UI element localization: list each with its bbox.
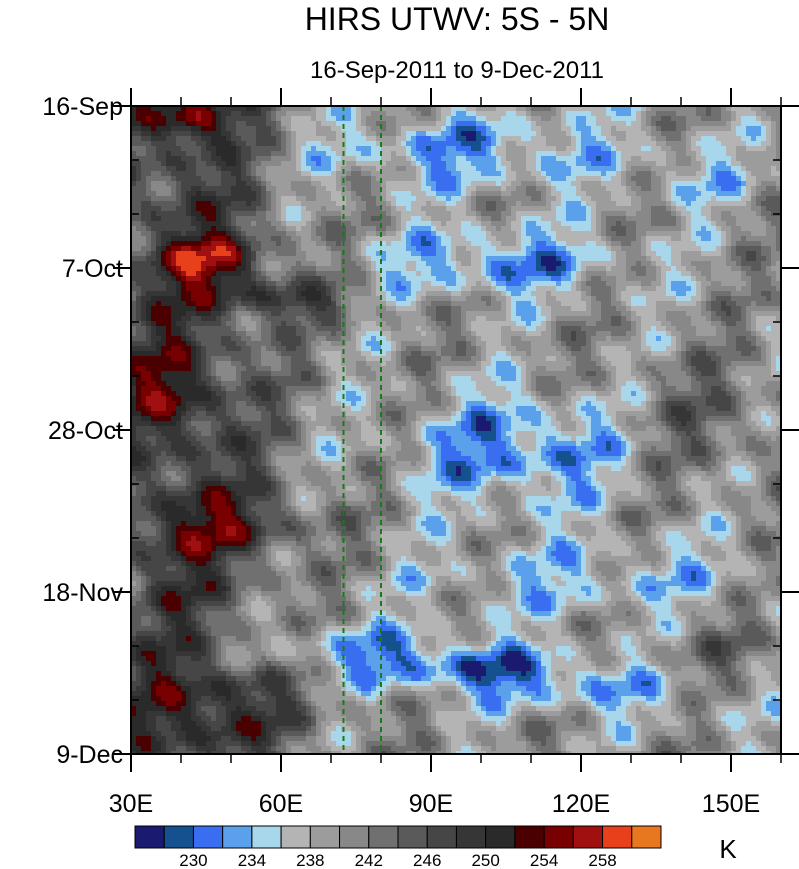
colorbar-swatch [163,825,194,849]
colorbar-swatch [572,825,604,849]
y-tick-label: 9-Dec [56,741,123,769]
colorbar-swatch [222,825,253,849]
x-tick-label: 30E [109,790,153,818]
colorbar: 230 234 238 242 246 250 254 258 [134,825,662,869]
colorbar-swatch [543,825,574,849]
colorbar-unit: K [719,834,737,864]
x-axis: 30E 60E 90E 120E 150E [109,88,782,818]
y-tick-label: 28-Oct [48,417,123,445]
colorbar-swatch [192,825,224,849]
chart-title: HIRS UTWV: 5S - 5N [305,1,610,37]
x-tick-label: 90E [409,790,453,818]
contour-field [131,106,781,754]
colorbar-label: 234 [238,851,266,869]
colorbar-label: 258 [588,851,616,869]
colorbar-swatch [426,825,457,849]
y-axis: 16-Sep 7-Oct 28-Oct 18-Nov 9-Dec [42,93,799,769]
colorbar-label: 230 [179,851,207,869]
y-tick-label: 18-Nov [42,579,123,607]
x-tick-label: 120E [552,790,610,818]
chart-subtitle: 16-Sep-2011 to 9-Dec-2011 [310,57,604,84]
colorbar-swatch [602,825,633,849]
colorbar-swatch [397,825,428,849]
colorbar-swatch [368,825,399,849]
colorbar-swatch [631,825,662,849]
x-tick-label: 150E [702,790,760,818]
y-tick-label: 16-Sep [42,93,123,121]
colorbar-swatch [134,825,165,849]
colorbar-label: 254 [530,851,558,869]
reference-lines [342,106,382,754]
colorbar-swatch [280,825,311,849]
colorbar-swatch [514,825,545,849]
colorbar-swatch [251,825,282,849]
colorbar-label: 250 [471,851,499,869]
colorbar-swatch [485,825,516,849]
y-tick-label: 7-Oct [62,255,123,283]
colorbar-swatch [309,825,341,849]
x-tick-label: 60E [259,790,303,818]
colorbar-swatch [455,825,487,849]
colorbar-label: 238 [296,851,324,869]
colorbar-swatch [339,825,370,849]
colorbar-label: 242 [355,851,383,869]
colorbar-label: 246 [413,851,441,869]
